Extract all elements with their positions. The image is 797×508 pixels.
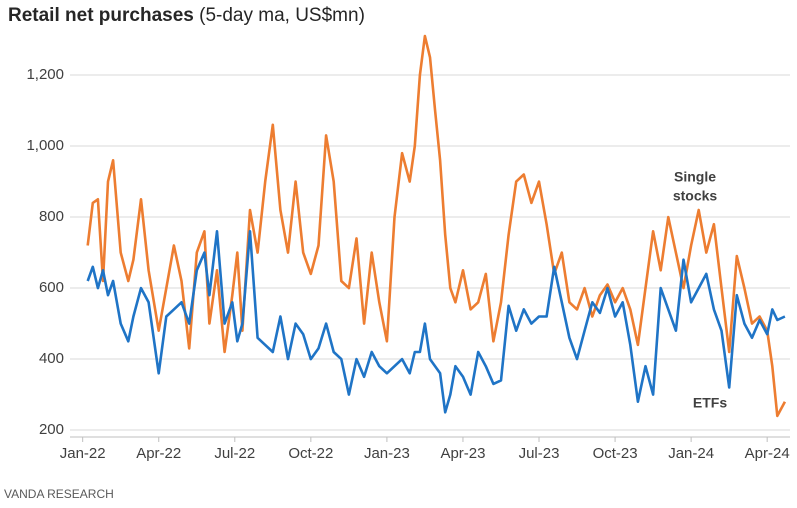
- x-tick-label: Jan-22: [60, 445, 106, 462]
- x-tick-label: Jan-24: [668, 445, 714, 462]
- y-tick-label: 600: [39, 279, 64, 296]
- annotation: ETFs: [693, 395, 727, 411]
- x-tick-label: Apr-22: [136, 445, 181, 462]
- x-tick-label: Jul-23: [519, 445, 560, 462]
- series-line: [86, 34, 787, 418]
- x-tick-label: Oct-23: [593, 445, 638, 462]
- title: Retail net purchases: [8, 5, 194, 26]
- series-line: [86, 230, 786, 414]
- subtitle: (5-day ma, US$mn): [199, 5, 365, 26]
- x-tick-label: Oct-22: [288, 445, 333, 462]
- y-tick-label: 400: [39, 350, 64, 367]
- y-tick-label: 1,000: [26, 137, 64, 154]
- annotation: Single: [674, 169, 716, 185]
- x-tick-label: Apr-23: [440, 445, 485, 462]
- x-tick-label: Jul-22: [214, 445, 255, 462]
- chart-title: Retail net purchases (5-day ma, US$mn): [8, 5, 365, 26]
- y-tick-label: 200: [39, 421, 64, 438]
- x-tick-label: Jan-23: [364, 445, 410, 462]
- x-tick-label: Apr-24: [745, 445, 790, 462]
- annotation: stocks: [673, 188, 718, 204]
- y-tick-label: 1,200: [26, 66, 64, 83]
- source: VANDA RESEARCH: [4, 487, 114, 501]
- y-tick-label: 800: [39, 208, 64, 225]
